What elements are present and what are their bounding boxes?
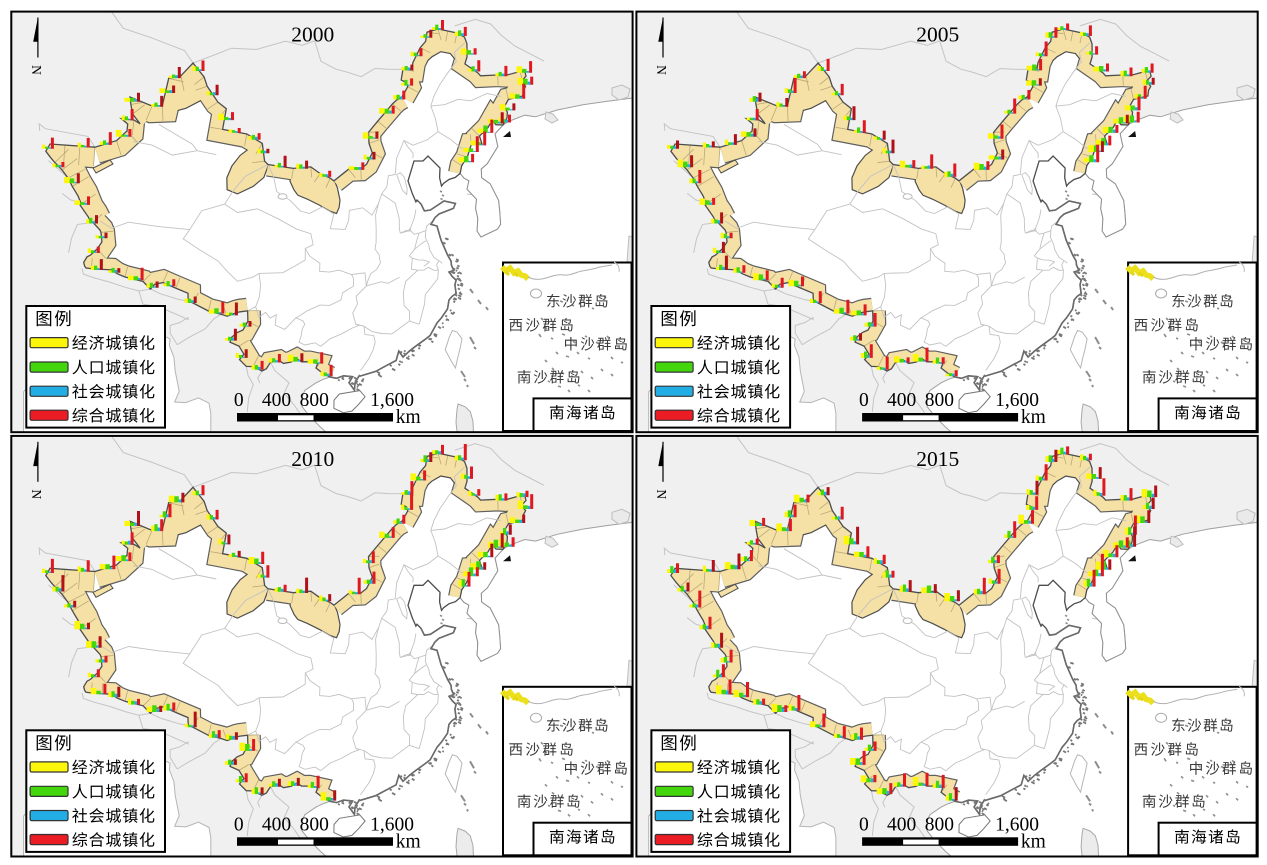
svg-text:2000: 2000	[291, 23, 334, 47]
svg-text:2010: 2010	[291, 447, 334, 471]
svg-text:2015: 2015	[916, 447, 959, 471]
svg-text:2005: 2005	[916, 23, 959, 47]
